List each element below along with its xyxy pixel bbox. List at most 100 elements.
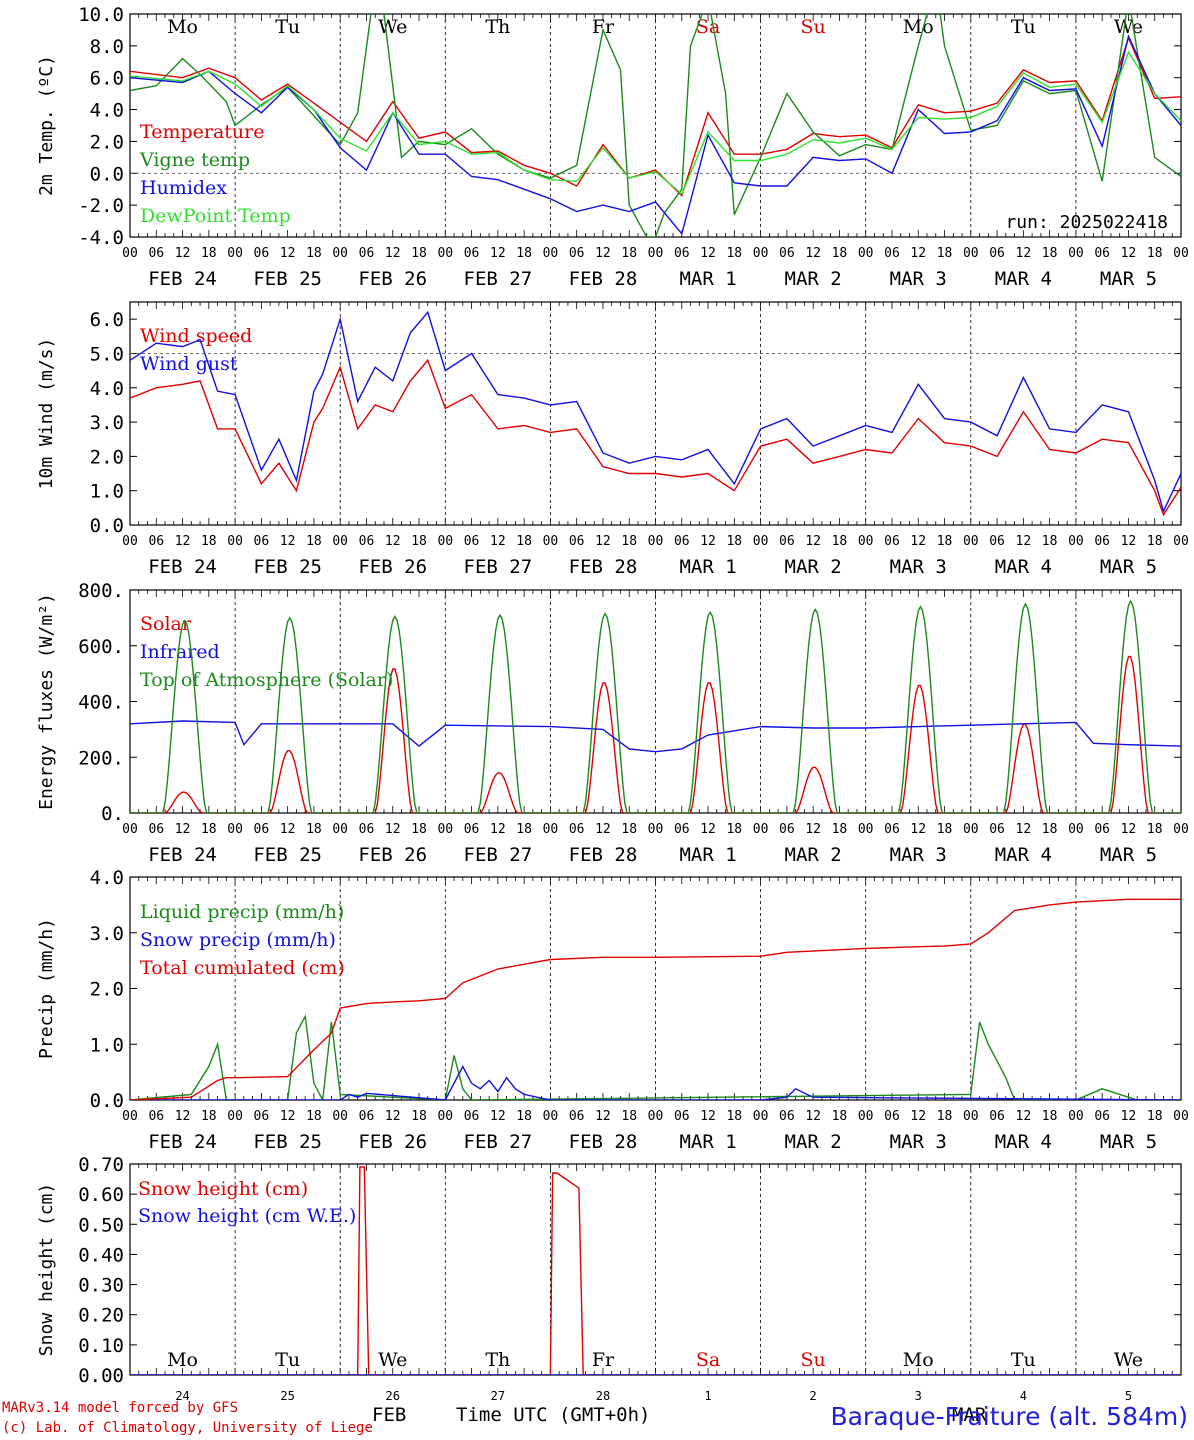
legend-entry: Humidex: [140, 177, 227, 199]
hour-tick-label: 06: [569, 534, 585, 549]
date-label: FEB 26: [358, 1131, 427, 1153]
hour-tick-label: 06: [884, 534, 900, 549]
day-name-label: Tu: [1011, 16, 1036, 38]
y-tick-label: 0.10: [78, 1335, 124, 1357]
hour-tick-label: 18: [306, 1109, 322, 1124]
hour-tick-label: 06: [674, 534, 690, 549]
hour-tick-label: 06: [674, 1109, 690, 1124]
y-tick-label: 4.0: [90, 378, 124, 400]
hour-tick-label: 06: [254, 246, 270, 261]
day-number-label: 2: [810, 1389, 817, 1403]
y-tick-label: 0.70: [78, 1154, 124, 1176]
legend-entry: Top of Atmosphere (Solar): [140, 669, 393, 691]
day-name-label: Sa: [696, 1349, 720, 1371]
y-tick-label: 2.0: [90, 446, 124, 468]
hour-tick-label: 12: [700, 822, 716, 837]
hour-tick-label: 12: [385, 1109, 401, 1124]
hour-tick-label: 18: [1042, 822, 1058, 837]
hour-tick-label: 18: [726, 246, 742, 261]
y-axis-label: 10m Wind (m/s): [36, 338, 57, 490]
hour-tick-label: 12: [280, 822, 296, 837]
day-name-label: Tu: [275, 16, 300, 38]
day-name-label: Mo: [167, 16, 198, 38]
hour-tick-label: 12: [805, 1109, 821, 1124]
hour-tick-label: 00: [753, 1109, 769, 1124]
date-label: MAR 3: [890, 268, 947, 290]
day-number-label: 24: [175, 1389, 189, 1403]
hour-tick-label: 00: [437, 534, 453, 549]
day-number-label: 4: [1020, 1389, 1027, 1403]
date-label: MAR 3: [890, 556, 947, 578]
hour-tick-label: 12: [385, 822, 401, 837]
y-tick-label: 8.0: [90, 36, 124, 58]
hour-tick-label: 00: [227, 1109, 243, 1124]
hour-tick-label: 18: [832, 1109, 848, 1124]
y-tick-label: 3.0: [90, 923, 124, 945]
hour-tick-label: 06: [254, 534, 270, 549]
date-label: MAR 1: [679, 556, 736, 578]
hour-tick-label: 00: [1173, 534, 1189, 549]
hour-tick-label: 06: [779, 1109, 795, 1124]
legend-entry: Total cumulated (cm): [140, 957, 345, 979]
hour-tick-label: 18: [621, 534, 637, 549]
hour-tick-label: 00: [858, 246, 874, 261]
hour-tick-label: 06: [779, 822, 795, 837]
hour-tick-label: 18: [1147, 822, 1163, 837]
time-axis-title: Time UTC (GMT+0h): [456, 1404, 651, 1426]
hour-tick-label: 00: [122, 1109, 138, 1124]
panel-frame-wind: [129, 301, 1182, 526]
hour-tick-label: 18: [937, 246, 953, 261]
date-label: FEB 28: [569, 268, 638, 290]
y-tick-label: 200.: [78, 747, 124, 769]
hour-tick-label: 06: [359, 246, 375, 261]
date-label: FEB 28: [569, 556, 638, 578]
day-name-label: We: [1114, 1349, 1143, 1371]
date-label: MAR 4: [995, 268, 1052, 290]
date-label: FEB 26: [358, 268, 427, 290]
hour-tick-label: 00: [1068, 246, 1084, 261]
date-label: MAR 5: [1100, 844, 1157, 866]
hour-tick-label: 12: [910, 1109, 926, 1124]
day-name-label: Fr: [592, 1349, 615, 1371]
date-label: MAR 5: [1100, 268, 1157, 290]
hour-tick-label: 18: [621, 822, 637, 837]
series-line-dewpoint-temp: [130, 50, 1181, 196]
y-tick-label: 0.20: [78, 1305, 124, 1327]
hour-tick-label: 18: [411, 246, 427, 261]
hour-tick-label: 06: [989, 822, 1005, 837]
hour-tick-label: 12: [490, 1109, 506, 1124]
hour-tick-label: 00: [122, 822, 138, 837]
series-line-wind-gust: [130, 310, 1181, 514]
date-label: FEB 27: [464, 556, 533, 578]
hour-tick-label: 18: [411, 1109, 427, 1124]
y-tick-label: 800.: [78, 580, 124, 602]
series-line-wind-speed: [130, 358, 1181, 517]
hour-tick-label: 00: [543, 534, 559, 549]
hour-tick-label: 18: [1147, 534, 1163, 549]
day-number-label: 1: [704, 1389, 711, 1403]
hour-tick-label: 06: [1094, 822, 1110, 837]
hour-tick-label: 00: [753, 822, 769, 837]
hour-tick-label: 00: [1068, 534, 1084, 549]
hour-tick-label: 12: [490, 534, 506, 549]
hour-tick-label: 18: [306, 534, 322, 549]
hour-tick-label: 06: [1094, 246, 1110, 261]
hour-tick-label: 00: [963, 534, 979, 549]
hour-tick-label: 00: [437, 1109, 453, 1124]
y-axis-label: Energy fluxes (W/m²): [36, 593, 57, 810]
hour-tick-label: 18: [201, 822, 217, 837]
hour-tick-label: 00: [437, 822, 453, 837]
y-tick-label: 6.0: [90, 309, 124, 331]
hour-tick-label: 12: [700, 534, 716, 549]
legend-entry: Solar: [140, 613, 192, 635]
hour-tick-label: 18: [306, 822, 322, 837]
month-mar-label: MAR: [952, 1404, 987, 1426]
hour-tick-label: 12: [595, 534, 611, 549]
hour-tick-label: 12: [595, 822, 611, 837]
hour-tick-label: 12: [1016, 534, 1032, 549]
hour-tick-label: 00: [648, 1109, 664, 1124]
hour-tick-label: 06: [148, 822, 164, 837]
y-tick-label: 0.40: [78, 1244, 124, 1266]
hour-tick-label: 12: [700, 246, 716, 261]
hour-tick-label: 00: [122, 534, 138, 549]
